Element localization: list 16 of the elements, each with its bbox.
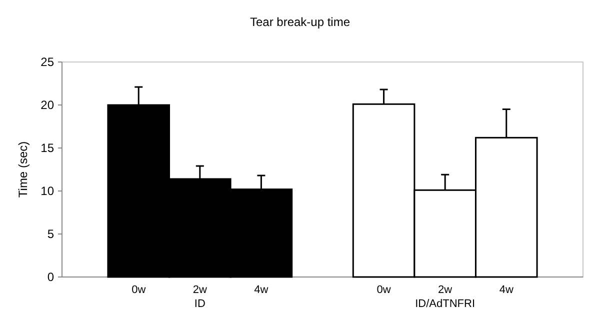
x-tick-label: 4w — [499, 284, 514, 296]
y-tick-label: 10 — [40, 184, 54, 198]
x-tick-label: 2w — [192, 284, 207, 296]
y-tick-label: 15 — [40, 141, 54, 156]
x-tick-label: 4w — [254, 284, 268, 296]
y-tick-label: 5 — [47, 227, 54, 242]
y-tick-label: 20 — [40, 98, 54, 112]
series-label: ID — [194, 298, 206, 310]
y-tick-label: 25 — [40, 55, 54, 70]
y-axis-title: Time (sec) — [16, 141, 30, 198]
x-tick-label: 0w — [376, 284, 391, 296]
series-label: ID/AdTNFRI — [415, 298, 476, 310]
x-tick-label: 2w — [438, 284, 452, 296]
y-tick-label: 0 — [47, 270, 54, 284]
chart-title: Tear break-up time — [250, 15, 350, 29]
x-tick-label: 0w — [132, 284, 146, 296]
